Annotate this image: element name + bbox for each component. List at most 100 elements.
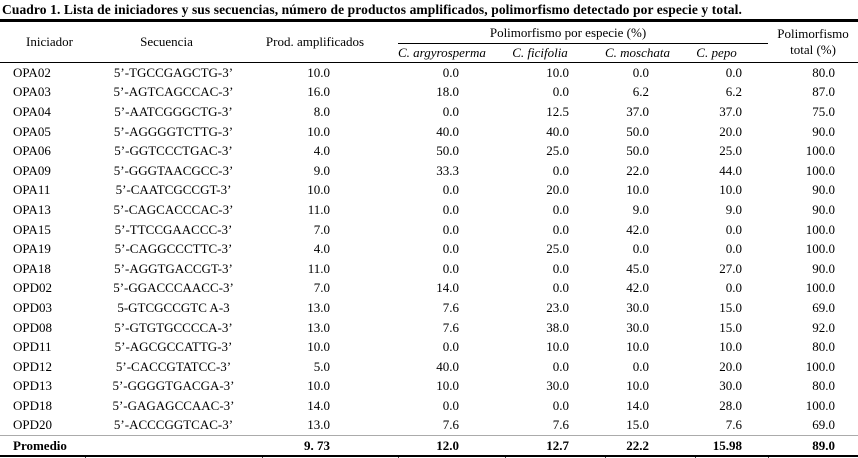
cell-total: 80.0 (812, 339, 836, 355)
cell-iniciador: OPA13 (13, 201, 51, 217)
cell-ficifolia: 10.0 (546, 339, 569, 355)
cell-secuencia: 5’-ACCCGGTCAC-3’ (113, 417, 234, 433)
cell-total: 100.0 (805, 143, 836, 159)
cell-argyrosperma: 0.0 (442, 397, 459, 413)
table-row: OPD03 5-GTCGCCGTC A-3 13.0 7.6 23.0 30.0 15.0 6… (0, 298, 858, 318)
table-body: OPA02 5’-TGCCGAGCTG-3’ 10.0 0.0 10.0 0.0 0.0 80… (0, 63, 858, 436)
cell-moschata: 37.0 (626, 103, 649, 119)
cell-moschata: 42.0 (626, 221, 649, 237)
table-row: OPA18 5’-AGGTGACCGT-3’ 11.0 0.0 0.0 45.0 27.0 9… (0, 259, 858, 279)
cell-pepo: 25.0 (719, 143, 743, 159)
table-row: OPD13 5’-GGGGTGACGA-3’ 10.0 10.0 30.0 10.0 30.… (0, 377, 858, 397)
cell-pepo: 9.0 (725, 201, 743, 217)
cell-moschata: 45.0 (626, 260, 649, 276)
summary-label: Promedio (0, 435, 85, 457)
table-row: OPA05 5’-AGGGGTCTTG-3’ 10.0 40.0 40.0 50.0 20.… (0, 122, 858, 142)
cell-argyrosperma: 40.0 (436, 358, 459, 374)
cell-secuencia: 5’-GTGTGCCCCA-3’ (114, 319, 233, 335)
cell-argyrosperma: 0.0 (442, 241, 459, 257)
summary-secuencia-empty (85, 435, 262, 457)
cell-secuencia: 5’-AATCGGGCTG-3’ (114, 103, 233, 119)
cell-moschata: 14.0 (626, 397, 649, 413)
cell-moschata: 30.0 (626, 319, 649, 335)
table-row: OPA02 5’-TGCCGAGCTG-3’ 10.0 0.0 10.0 0.0 0.0 80… (0, 63, 858, 83)
cell-moschata: 10.0 (626, 182, 649, 198)
cell-ficifolia: 0.0 (552, 201, 569, 217)
cell-prod: 13.0 (307, 417, 330, 433)
cell-total: 100.0 (805, 358, 836, 374)
cell-moschata: 30.0 (626, 299, 649, 315)
col-header-c-ficifolia: C. ficifolia (505, 43, 605, 63)
cell-argyrosperma: 18.0 (436, 84, 459, 100)
cell-prod: 13.0 (307, 299, 330, 315)
cell-prod: 7.0 (313, 280, 330, 296)
cell-moschata: 15.0 (626, 417, 649, 433)
data-table: Iniciador Secuencia Prod. amplificados P… (0, 19, 858, 458)
col-header-polimorfismo-especie-group: Polimorfismo por especie (%) (398, 20, 769, 44)
col-header-c-argyrosperma: C. argyrosperma (398, 43, 505, 63)
cell-prod: 10.0 (307, 339, 330, 355)
cell-argyrosperma: 7.6 (442, 319, 459, 335)
cell-pepo: 20.0 (719, 123, 743, 139)
cell-total: 100.0 (805, 241, 836, 257)
cell-pepo: 0.0 (725, 241, 743, 257)
cell-argyrosperma: 0.0 (442, 221, 459, 237)
cell-moschata: 22.0 (626, 162, 649, 178)
cell-argyrosperma: 33.3 (436, 162, 459, 178)
col-header-prod-amplificados: Prod. amplificados (262, 20, 398, 63)
cell-secuencia: 5’-AGGTGACCGT-3’ (114, 260, 233, 276)
cell-moschata: 50.0 (626, 123, 649, 139)
header-row-1: Iniciador Secuencia Prod. amplificados P… (0, 20, 858, 63)
cell-iniciador: OPA09 (13, 162, 51, 178)
cell-total: 90.0 (812, 182, 836, 198)
cell-secuencia: 5’-GGGTAACGCC-3’ (113, 162, 234, 178)
cell-total: 100.0 (805, 162, 836, 178)
table-footer: Promedio 9. 73 12.0 12.7 22.2 15.98 89.0 (0, 435, 858, 457)
cell-iniciador: OPD08 (13, 319, 53, 335)
cell-prod: 14.0 (307, 397, 330, 413)
cell-pepo: 37.0 (719, 103, 743, 119)
cell-iniciador: OPD13 (13, 378, 53, 394)
cell-ficifolia: 20.0 (546, 182, 569, 198)
cell-moschata: 10.0 (626, 378, 649, 394)
cell-iniciador: OPA02 (13, 64, 51, 80)
cell-prod: 10.0 (307, 182, 330, 198)
table-row: OPA04 5’-AATCGGGCTG-3’ 8.0 0.0 12.5 37.0 37.0 7… (0, 102, 858, 122)
cell-prod: 10.0 (307, 64, 330, 80)
summary-prod: 9. 73 (262, 435, 398, 457)
cell-secuencia: 5’-CAGGCCCTTC-3’ (114, 241, 233, 257)
cell-pepo: 20.0 (719, 358, 743, 374)
cell-pepo: 0.0 (725, 280, 743, 296)
cell-pepo: 28.0 (719, 397, 743, 413)
table-row: OPD02 5’-GGACCCAACC-3’ 7.0 14.0 0.0 42.0 0.0 10… (0, 279, 858, 299)
cell-argyrosperma: 14.0 (436, 280, 459, 296)
cell-iniciador: OPA05 (13, 123, 51, 139)
cell-iniciador: OPA04 (13, 103, 51, 119)
cell-ficifolia: 0.0 (552, 358, 569, 374)
cell-iniciador: OPD03 (13, 299, 53, 315)
cell-iniciador: OPA18 (13, 260, 51, 276)
table-row: OPD12 5’-CACCGTATCC-3’ 5.0 40.0 0.0 0.0 20.0 10… (0, 357, 858, 377)
cell-total: 100.0 (805, 397, 836, 413)
cell-secuencia: 5-GTCGCCGTC A-3 (117, 299, 230, 315)
cell-pepo: 44.0 (719, 162, 743, 178)
cell-ficifolia: 0.0 (552, 221, 569, 237)
cell-ficifolia: 0.0 (552, 260, 569, 276)
cell-ficifolia: 25.0 (546, 241, 569, 257)
cell-ficifolia: 12.5 (546, 103, 569, 119)
summary-moschata: 22.2 (605, 435, 695, 457)
cell-secuencia: 5’-CAGCACCCAC-3’ (113, 201, 234, 217)
table-row: OPD11 5’-AGCGCCATTG-3’ 10.0 0.0 10.0 10.0 10.0… (0, 337, 858, 357)
cell-secuencia: 5’-GAGAGCCAAC-3’ (112, 397, 235, 413)
cell-prod: 5.0 (313, 358, 330, 374)
cell-ficifolia: 38.0 (546, 319, 569, 335)
cell-prod: 9.0 (313, 162, 330, 178)
cell-iniciador: OPD18 (13, 397, 53, 413)
cell-pepo: 6.2 (725, 84, 743, 100)
cell-moschata: 42.0 (626, 280, 649, 296)
cell-prod: 10.0 (307, 378, 330, 394)
cell-pepo: 10.0 (719, 339, 743, 355)
cell-iniciador: OPD02 (13, 280, 53, 296)
cell-prod: 16.0 (307, 84, 330, 100)
cell-pepo: 15.0 (719, 319, 743, 335)
